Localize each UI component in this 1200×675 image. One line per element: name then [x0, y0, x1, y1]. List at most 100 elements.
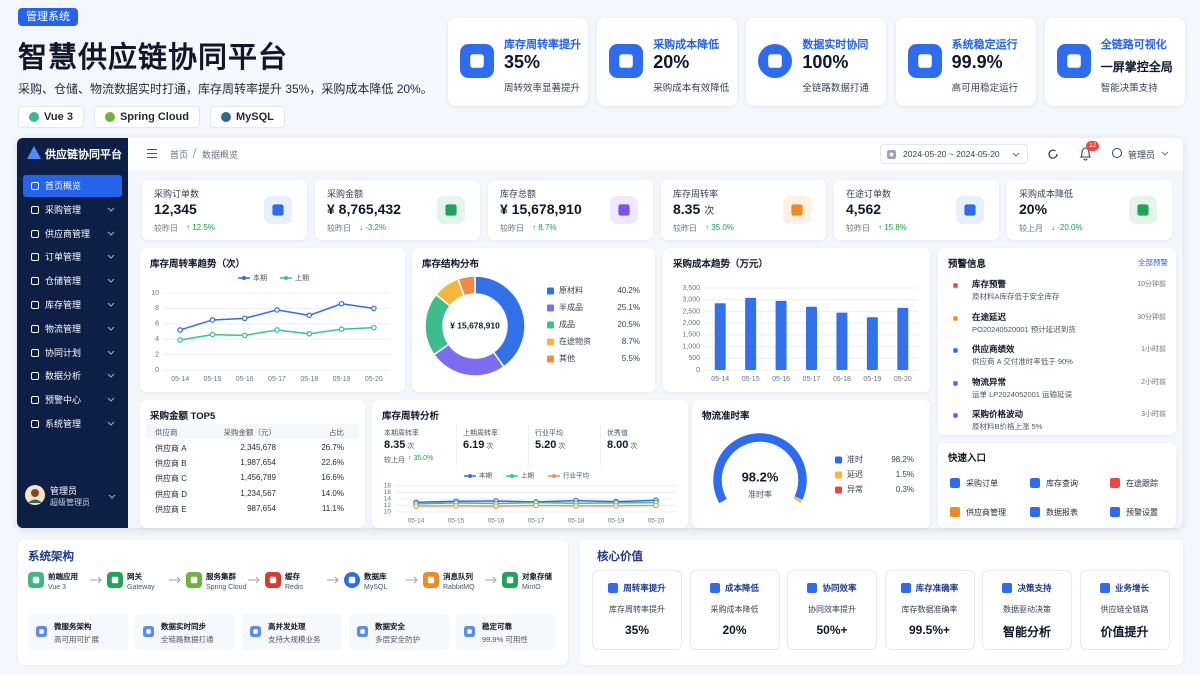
turnover-stat: 优秀值 8.00 次 [600, 424, 666, 466]
legend-dot [284, 276, 288, 280]
alert-item[interactable]: 物流异常 运单 LP2024052001 运输延误 2小时前 [946, 376, 1168, 404]
menu-icon [31, 277, 39, 286]
icon-glyph [427, 576, 435, 584]
refresh-button[interactable] [1048, 149, 1058, 159]
turnover-stat: 行业平均 5.20 次 [528, 424, 594, 466]
quick-entry[interactable]: 采购订单 [950, 475, 1026, 491]
menu-item[interactable]: 协同计划 [23, 342, 122, 364]
menu-item[interactable]: 首页概览 [23, 175, 122, 197]
icon [264, 196, 292, 224]
menu-label: 物流管理 [45, 323, 82, 334]
series-point [533, 502, 539, 509]
chart-title: 物流准时率 [702, 411, 750, 422]
quick-entry[interactable]: 数据报表 [1030, 504, 1106, 520]
notification-button[interactable] [1079, 147, 1092, 161]
quick-entry[interactable]: 供应商管理 [950, 504, 1026, 520]
quick-entry[interactable]: 库存查询 [1030, 475, 1106, 491]
menu-label: 订单管理 [45, 252, 82, 263]
bell-shape [1079, 147, 1092, 161]
chart-title: 库存结构分布 [422, 259, 480, 270]
menu-item[interactable]: 预警中心 [23, 389, 122, 411]
alert-desc: PO20240520001 预计延迟到货 [972, 324, 1076, 334]
menu-icon [31, 182, 39, 190]
chevron [107, 207, 115, 212]
feature-desc: 支持大规模业务 [268, 635, 321, 644]
arrow [248, 576, 260, 584]
alert-item[interactable]: 采购价格波动 原材料B价格上涨 5% 3小时前 [946, 408, 1168, 436]
x-tick-label: 05-20 [365, 376, 383, 383]
legend-dot [552, 474, 556, 478]
series-point [371, 324, 377, 331]
value-desc: 供应链全链路 [1100, 605, 1149, 614]
icon-glyph [360, 629, 365, 634]
icon [464, 626, 475, 637]
icon-glyph [467, 629, 472, 634]
value-number: 智能分析 [1002, 625, 1051, 639]
icon-glyph [619, 54, 633, 68]
date-picker[interactable]: 2024-05-20 ~ 2024-05-20 [880, 144, 1028, 164]
value-title: 决策支持 [1017, 583, 1052, 593]
menu-item[interactable]: 物流管理 [23, 318, 122, 340]
menu-item[interactable]: 库存管理 [23, 294, 122, 316]
value-card-head: 协同效率 [788, 581, 876, 595]
table-cell: 22.6% [321, 458, 344, 468]
node-tech: MySQL [364, 584, 388, 591]
icon [1129, 196, 1157, 224]
menu-icon [31, 324, 39, 333]
quick-entry[interactable]: 预警设置 [1110, 504, 1186, 520]
icon [29, 112, 39, 122]
feature-title: 稳定可靠 [482, 622, 512, 631]
account-name[interactable]: 管理员 [1128, 150, 1156, 160]
series-point [241, 315, 248, 322]
icon [1030, 478, 1040, 488]
menu-item[interactable]: 仓储管理 [23, 270, 122, 292]
turnover-stat-value-row: 6.19 次 [463, 439, 493, 451]
subtitle: 采购、仓储、物流数据实时打通，库存周转率提升 35%，采购成本降低 20%。 [18, 82, 433, 96]
menu-icon-shape [31, 324, 39, 333]
x-tick-label: 05-15 [203, 376, 221, 383]
node-name: 对象存储 [522, 572, 552, 581]
value-title: 周转率提升 [623, 583, 666, 593]
highlight-value: 35% [504, 52, 541, 72]
breadcrumb[interactable]: 首页 [170, 150, 189, 160]
x-tick-label: 05-15 [742, 376, 760, 383]
icon [950, 507, 960, 517]
icon-glyph [889, 152, 894, 157]
stat-value: ¥ 8,765,432 [327, 201, 401, 217]
alert-item[interactable]: 在途延迟 PO20240520001 预计延迟到货 30分钟前 [946, 311, 1168, 339]
breadcrumb: 数据概览 [202, 150, 239, 160]
top-bar: 首页 数据概览 2024-05-20 ~ 2024-05-20 12 管理员 [128, 138, 1183, 170]
chart-panel: 库存结构分布 ¥ 15,678,910 原材料 40.2% 半成品 25.1% 成品 20.5… [412, 248, 655, 392]
menu-item[interactable]: 系统管理 [23, 413, 122, 435]
stat-value-row: 4,562 [846, 201, 881, 217]
bar [775, 300, 787, 370]
arrow-path [406, 576, 418, 584]
node-name: 消息队列 [443, 572, 473, 581]
icon-glyph [953, 413, 958, 418]
menu-item[interactable]: 订单管理 [23, 246, 122, 268]
turnover-stat-unit: 次 [630, 443, 638, 450]
series-point [413, 503, 419, 509]
table-header: 采购金额（元） [223, 428, 277, 437]
turnover-stat-value-row: 8.00 次 [607, 439, 637, 451]
highlight-title: 库存周转率提升 [504, 39, 581, 51]
node-name: 前端应用 [48, 572, 78, 581]
x-tick-label: 05-17 [803, 376, 821, 383]
sidebar: 供应链协同平台 首页概览 采购管理 供应商管理 订单管理 仓储管理 库存管理 物流管理 协同计划… [17, 138, 128, 528]
icon-glyph [221, 112, 231, 122]
alerts-link[interactable]: 全部预警 [1138, 258, 1168, 267]
menu-item[interactable]: 供应商管理 [23, 223, 122, 245]
menu-icon-shape [31, 420, 39, 428]
quick-entry[interactable]: 在途跟踪 [1110, 475, 1186, 491]
menu-item[interactable]: 采购管理 [23, 199, 122, 221]
icon [104, 112, 115, 122]
stat-compare: 较昨日 [500, 224, 524, 233]
bar [745, 297, 757, 370]
feature-card: 数据实时同步 全链路数据打通 [135, 614, 235, 650]
feature-card: 微服务架构 高可用可扩展 [28, 614, 128, 650]
menu-item[interactable]: 数据分析 [23, 365, 122, 387]
alert-item[interactable]: 供应商绩效 供应商 A 交付准时率低于 90% 1小时前 [946, 343, 1168, 371]
alert-item[interactable]: 库存预警 原材料A库存低于安全库存 10分钟前 [946, 278, 1168, 306]
menu-icon [31, 420, 39, 428]
user-role: 超级管理员 [50, 498, 90, 507]
